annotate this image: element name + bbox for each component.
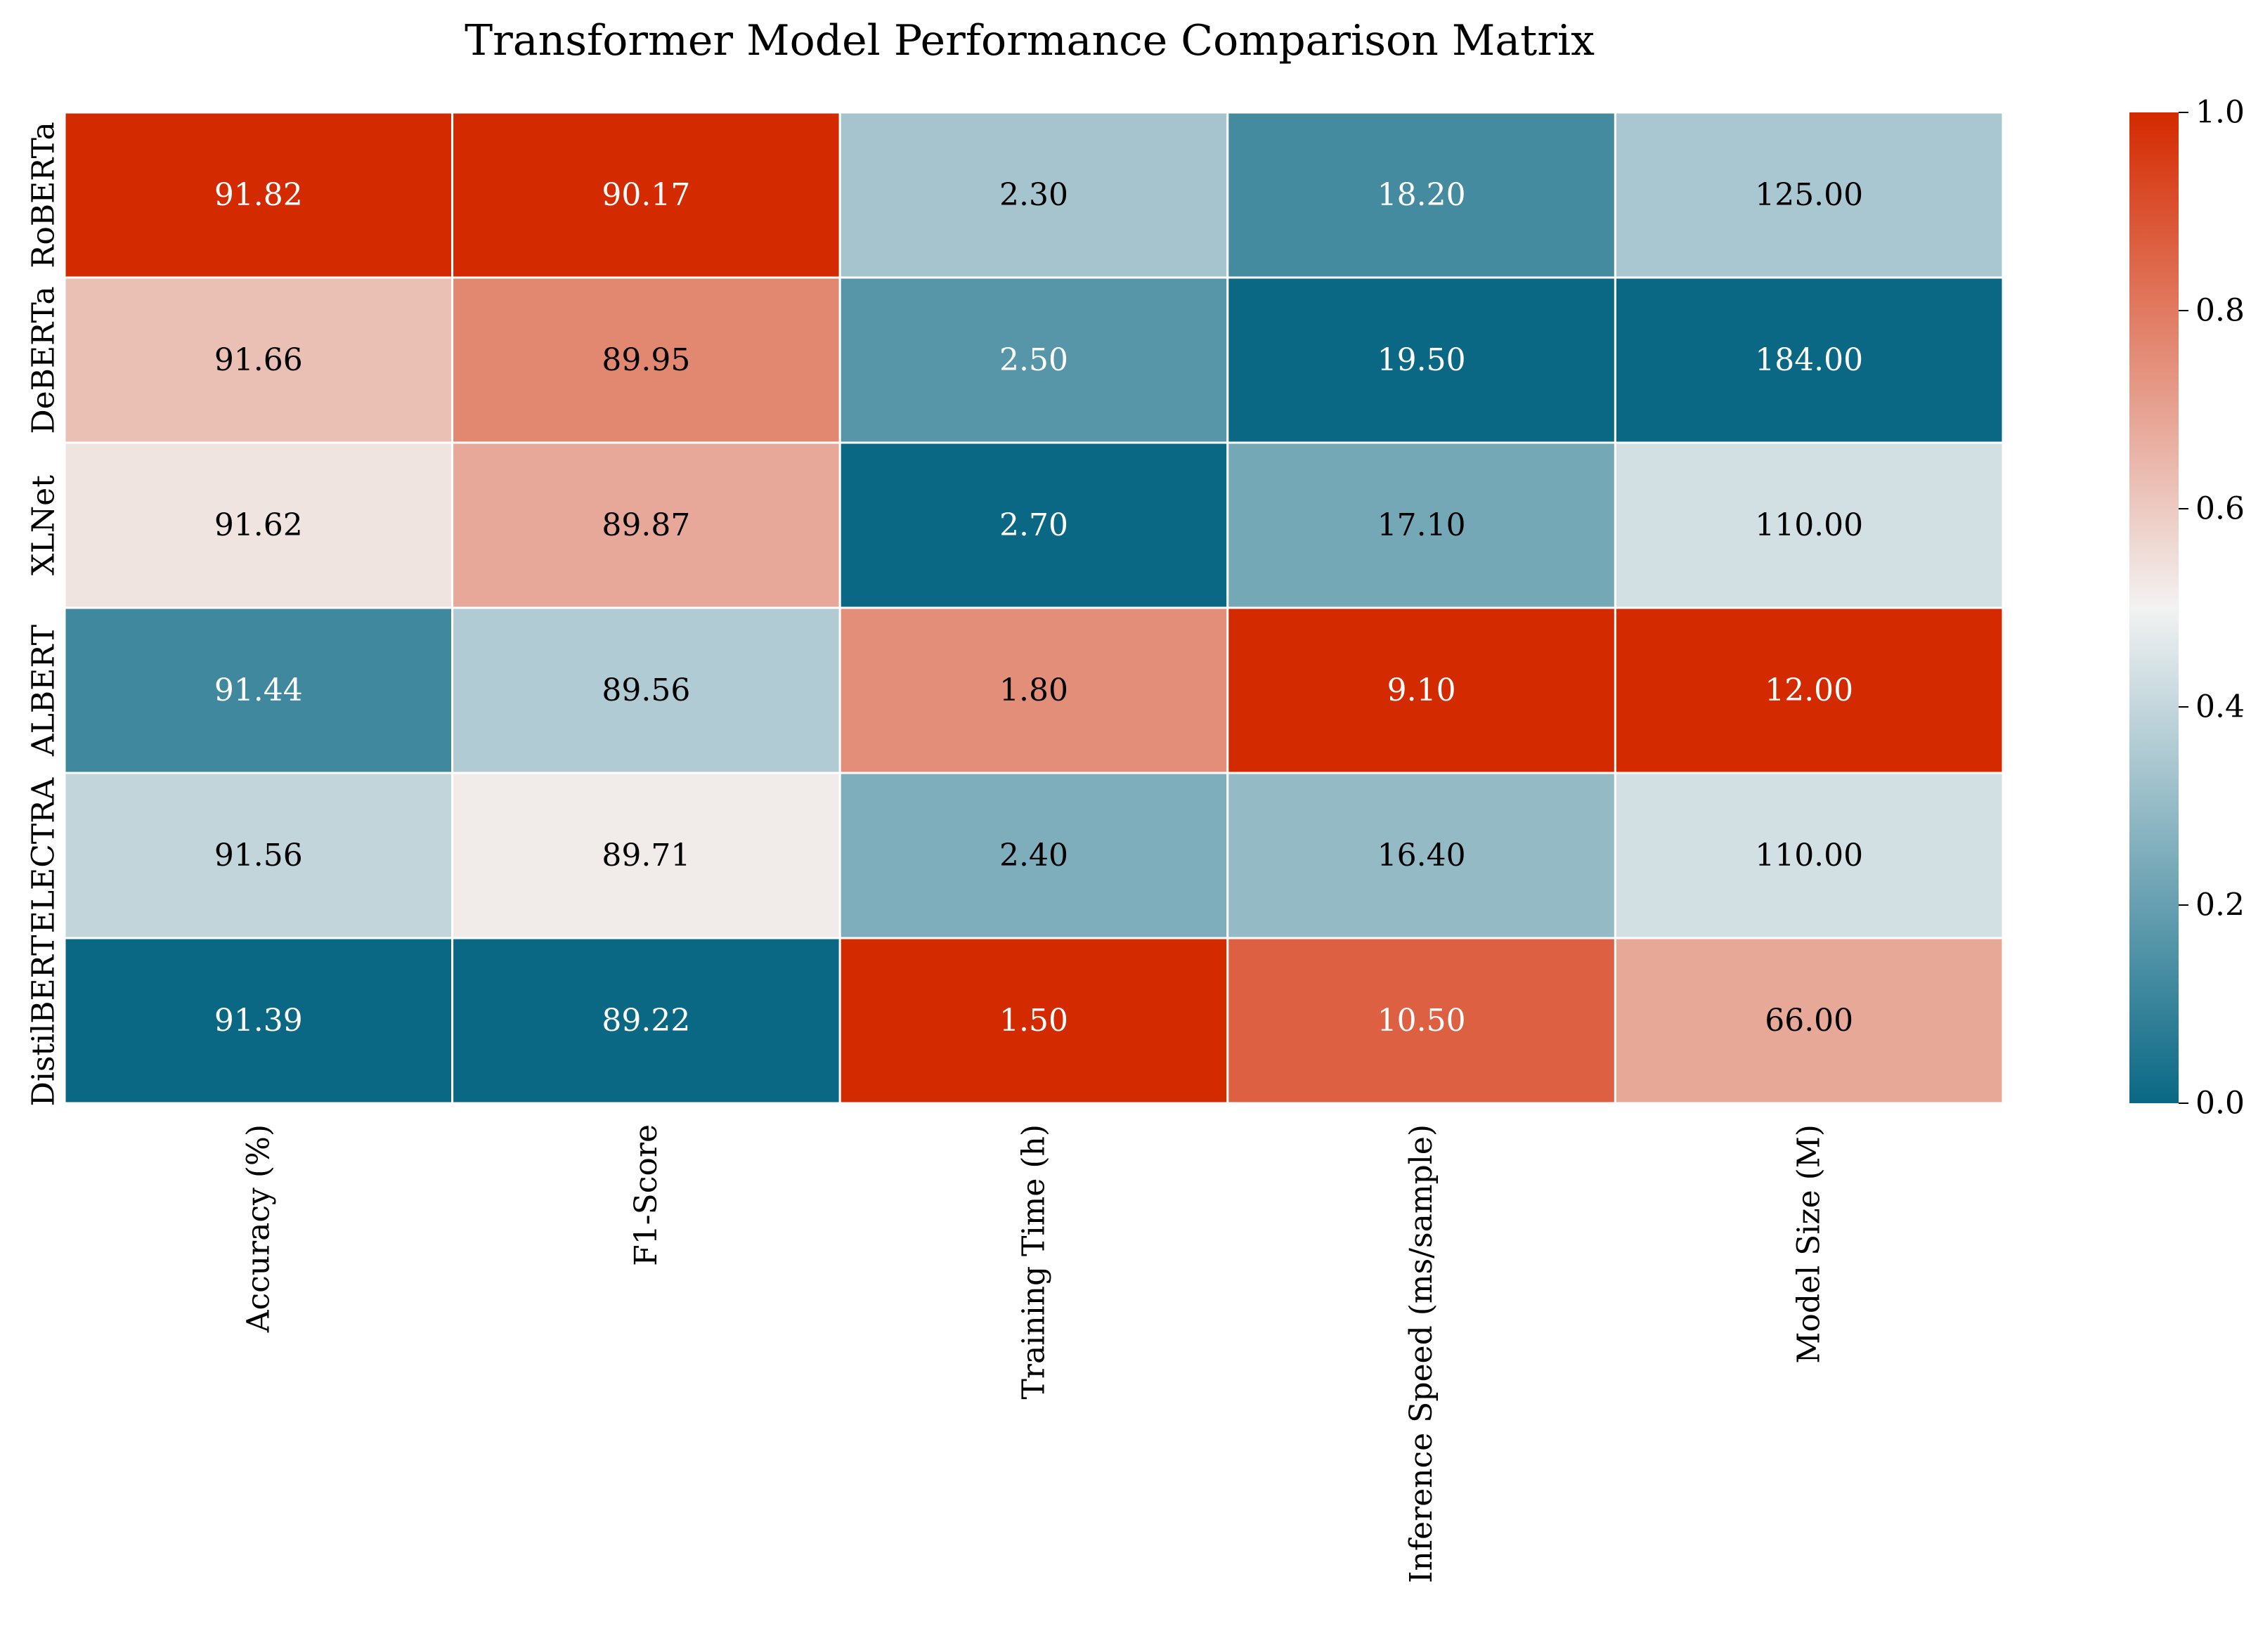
cell-value-label: 91.82 (214, 177, 303, 213)
cell-value-label: 89.22 (602, 1003, 690, 1039)
row-tick-label: DistilBERT (26, 935, 62, 1107)
heatmap-cell (451, 606, 841, 774)
colorbar-tick-label: 0.2 (2195, 887, 2245, 923)
column-tick-label: Training Time (h) (1016, 1124, 1052, 1399)
cell-value-label: 89.95 (602, 342, 690, 378)
cell-value-label: 2.30 (999, 177, 1068, 213)
colorbar-tick-label: 1.0 (2195, 95, 2245, 131)
heatmap-cell (1614, 937, 2004, 1105)
heatmap-cell (1614, 111, 2004, 279)
heatmap-cell (1614, 772, 2004, 939)
heatmap-cell (451, 772, 841, 939)
colorbar: 0.0 0.2 0.4 0.6 0.8 1.0 (2129, 95, 2245, 1121)
cell-value-label: 125.00 (1755, 177, 1863, 213)
cell-value-label: 16.40 (1377, 838, 1466, 873)
cell-value-label: 91.39 (214, 1003, 303, 1039)
heatmap-cell (838, 276, 1229, 444)
cell-value-label: 91.56 (214, 838, 303, 873)
row-tick-label: RoBERTa (26, 122, 62, 268)
heatmap-cell (838, 441, 1229, 609)
colorbar-tick-label: 0.8 (2195, 293, 2245, 329)
cell-value-label: 89.71 (602, 838, 690, 873)
cell-value-label: 17.10 (1377, 507, 1466, 543)
heatmap-cell (63, 772, 454, 939)
row-tick-label: ALBERT (26, 625, 62, 757)
cell-value-label: 9.10 (1387, 672, 1456, 708)
cell-value-label: 18.20 (1377, 177, 1466, 213)
cell-value-label: 110.00 (1755, 507, 1863, 543)
heatmap-cell (1614, 441, 2004, 609)
heatmap-cell (451, 441, 841, 609)
heatmap-cell (838, 937, 1229, 1105)
heatmap-cell (1226, 606, 1616, 774)
heatmap-cell (1226, 937, 1616, 1105)
cell-value-label: 90.17 (602, 177, 690, 213)
cell-value-label: 91.66 (214, 342, 303, 378)
heatmap-cell (1614, 276, 2004, 444)
row-tick-label: XLNet (26, 475, 62, 575)
heatmap-cell (451, 111, 841, 279)
row-tick-label: ELECTRA (26, 777, 62, 934)
heatmap-cell (1226, 111, 1616, 279)
heatmap-cell (63, 111, 454, 279)
heatmap-cell (1614, 606, 2004, 774)
cell-value-label: 12.00 (1765, 672, 1853, 708)
cell-value-label: 2.40 (999, 838, 1068, 873)
colorbar-gradient (2129, 112, 2179, 1103)
cell-value-label: 91.62 (214, 507, 303, 543)
cell-value-label: 91.44 (214, 672, 303, 708)
cell-value-label: 89.56 (602, 672, 690, 708)
column-tick-label: Model Size (M) (1791, 1124, 1827, 1364)
cell-value-label: 110.00 (1755, 838, 1863, 873)
heatmap-cell (838, 606, 1229, 774)
cell-value-label: 184.00 (1755, 342, 1863, 378)
chart-title: Transformer Model Performance Comparison… (465, 16, 1595, 65)
cell-value-label: 66.00 (1765, 1003, 1853, 1039)
cell-value-label: 19.50 (1377, 342, 1466, 378)
row-tick-label: DeBERTa (26, 286, 62, 434)
cell-value-label: 1.50 (999, 1003, 1068, 1039)
heatmap-cell (838, 772, 1229, 939)
cell-value-label: 1.80 (999, 672, 1068, 708)
heatmap-cells: 91.82 90.17 2.30 18.20 125.00 91.66 89.95 2.50 1… (63, 111, 2004, 1105)
heatmap-cell (1226, 441, 1616, 609)
cell-value-label: 10.50 (1377, 1003, 1466, 1039)
heatmap-cell (451, 937, 841, 1105)
column-tick-label: Inference Speed (ms/sample) (1403, 1124, 1439, 1583)
column-tick-labels: Accuracy (%) F1-Score Training Time (h) Inf… (240, 1124, 1827, 1583)
cell-value-label: 2.70 (999, 507, 1068, 543)
column-tick-label: F1-Score (628, 1124, 664, 1266)
colorbar-tick-label: 0.6 (2195, 491, 2245, 527)
heatmap-cell (63, 276, 454, 444)
colorbar-tick-label: 0.4 (2195, 689, 2245, 725)
row-tick-labels: RoBERTa DeBERTa XLNet ALBERT ELECTRADistilBE… (26, 122, 62, 1106)
heatmap-cell (63, 606, 454, 774)
column-tick-label: Accuracy (%) (240, 1124, 276, 1333)
cell-value-label: 89.87 (602, 507, 690, 543)
heatmap-cell (838, 111, 1229, 279)
cell-value-label: 2.50 (999, 342, 1068, 378)
colorbar-tick-label: 0.0 (2195, 1086, 2245, 1121)
